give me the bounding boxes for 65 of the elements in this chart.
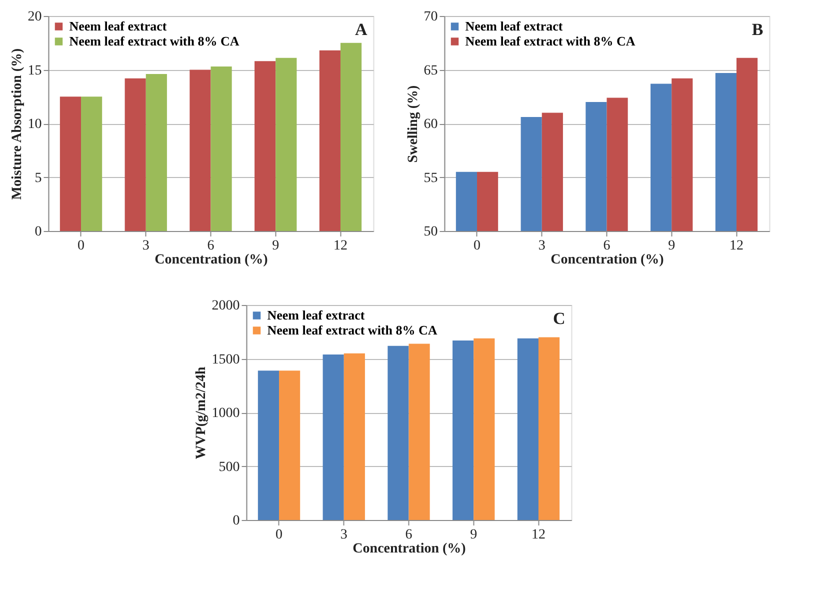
x-axis-title: Concentration (%) — [352, 542, 466, 556]
legend-label: Neem leaf extract with 8% CA — [465, 34, 636, 48]
y-tick-label: 10 — [28, 117, 42, 132]
y-tick-label: 60 — [424, 117, 438, 132]
y-tick-label: 1500 — [212, 352, 240, 368]
bar — [279, 370, 300, 520]
x-tick-label: 9 — [470, 528, 478, 542]
legend-label: Neem leaf extract — [69, 18, 168, 34]
bar — [388, 346, 409, 520]
bar — [517, 338, 538, 520]
bar — [474, 338, 495, 520]
legend-label: Neem leaf extract — [465, 18, 564, 34]
bar — [81, 96, 102, 231]
bar — [254, 61, 276, 231]
x-tick-label: 6 — [603, 238, 610, 254]
y-axis-title: WVP(g/m2/24h — [194, 366, 209, 460]
bar — [210, 66, 232, 231]
x-axis-title: Concentration (%) — [154, 252, 268, 268]
y-tick-label: 20 — [28, 10, 42, 24]
y-tick-label: 50 — [424, 224, 438, 240]
x-tick-label: 12 — [531, 528, 546, 542]
bar — [408, 344, 430, 520]
y-tick-label: 0 — [34, 224, 42, 240]
x-tick-label: 3 — [538, 238, 546, 254]
x-tick-label: 6 — [405, 528, 412, 542]
x-tick-label: 3 — [142, 238, 150, 254]
y-tick-label: 2000 — [212, 298, 240, 314]
x-tick-label: 9 — [272, 238, 280, 254]
y-tick-label: 15 — [28, 63, 42, 78]
x-tick-label: 0 — [474, 238, 481, 254]
bar — [258, 370, 280, 520]
y-tick-label: 70 — [424, 10, 438, 24]
x-tick-label: 9 — [668, 238, 676, 254]
bar — [60, 96, 82, 231]
y-tick-label: 0 — [232, 514, 240, 528]
x-tick-label: 0 — [276, 528, 283, 542]
bar — [538, 337, 560, 520]
y-tick-label: 1000 — [212, 406, 240, 421]
y-tick-label: 5 — [34, 170, 42, 186]
annotation: B — [752, 20, 764, 39]
legend-label: Neem leaf extract — [267, 308, 366, 322]
annotation: C — [552, 309, 566, 328]
bar — [190, 70, 211, 231]
y-tick-label: 65 — [424, 63, 438, 78]
annotation: A — [354, 20, 368, 39]
legend-label: Neem leaf extract with 8% CA — [267, 322, 438, 338]
bar — [452, 340, 474, 520]
bar — [276, 58, 297, 231]
legend-label: Neem leaf extract with 8% CA — [69, 34, 240, 48]
bar — [146, 74, 167, 231]
y-tick-label: 500 — [218, 460, 240, 475]
x-axis-title: Concentration (%) — [550, 252, 664, 268]
bar — [124, 78, 146, 231]
x-tick-label: 6 — [207, 238, 214, 254]
x-tick-label: 0 — [78, 238, 85, 254]
y-axis-title: Moisture Absorption (%) — [10, 48, 25, 200]
x-tick-label: 3 — [340, 528, 348, 542]
bar — [344, 353, 365, 520]
bar — [340, 42, 362, 231]
y-tick-label: 55 — [424, 170, 438, 186]
bar — [319, 50, 340, 231]
y-axis-title: Swelling (%) — [406, 84, 421, 163]
x-tick-label: 12 — [333, 238, 348, 254]
x-tick-label: 12 — [729, 238, 744, 254]
bar — [322, 354, 344, 520]
